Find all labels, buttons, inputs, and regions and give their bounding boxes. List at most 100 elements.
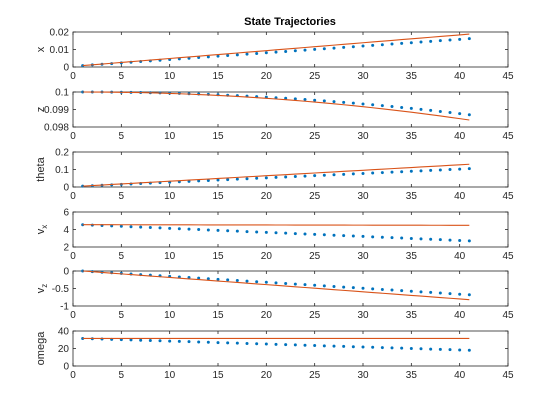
axes-box	[72, 91, 509, 128]
x-tick-label: 40	[454, 71, 466, 82]
x-tick-label: 40	[454, 310, 466, 321]
data-point	[139, 338, 143, 342]
x-tick-label: 40	[454, 370, 466, 381]
data-point	[458, 292, 462, 296]
data-point	[448, 238, 452, 242]
data-point	[264, 342, 268, 346]
y-tick-label: 0	[63, 267, 69, 278]
data-point	[226, 229, 230, 233]
data-point	[284, 231, 288, 235]
data-point	[342, 100, 346, 104]
x-tick-label: 15	[212, 191, 224, 202]
data-point	[448, 111, 452, 115]
data-point	[351, 286, 355, 290]
data-point	[284, 96, 288, 100]
data-point	[438, 291, 442, 295]
data-point	[400, 105, 404, 109]
x-tick-label: 40	[454, 191, 466, 202]
series-line	[82, 270, 470, 301]
data-point	[419, 290, 423, 294]
data-point	[419, 237, 423, 241]
data-point	[438, 238, 442, 242]
data-point	[235, 341, 239, 345]
data-point	[361, 44, 365, 48]
data-point	[313, 232, 317, 236]
x-tick-label: 5	[119, 191, 125, 202]
data-point	[206, 277, 210, 281]
x-tick-label: 25	[309, 310, 321, 321]
data-point	[235, 53, 239, 57]
data-point	[400, 41, 404, 45]
data-point	[235, 177, 239, 181]
x-tick-label: 25	[309, 191, 321, 202]
axes-box	[72, 31, 509, 68]
x-tick-label: 30	[357, 310, 369, 321]
data-point	[400, 289, 404, 293]
data-point	[390, 105, 394, 109]
data-point	[467, 113, 471, 117]
data-point	[390, 288, 394, 292]
series-line	[82, 224, 470, 226]
data-point	[371, 103, 375, 107]
x-tick-label: 35	[406, 251, 418, 262]
data-point	[322, 47, 326, 51]
data-point	[274, 342, 278, 346]
data-point	[371, 287, 375, 291]
data-point	[467, 167, 471, 171]
data-point	[400, 170, 404, 174]
data-point	[371, 345, 375, 349]
y-tick-label: 4	[63, 225, 69, 236]
series-line	[82, 163, 470, 187]
subplot-6: 0 5 10 15 20 25 30 35 40 45 0 20 40 omega	[35, 327, 514, 382]
data-point	[274, 50, 278, 54]
data-point	[448, 292, 452, 296]
data-point	[245, 279, 249, 283]
data-point	[264, 230, 268, 234]
data-point	[81, 90, 85, 94]
data-point	[342, 234, 346, 238]
data-point	[429, 39, 433, 43]
data-point	[332, 344, 336, 348]
x-tick-label: 45	[502, 251, 514, 262]
x-tick-label: 10	[164, 370, 176, 381]
data-point	[226, 341, 230, 345]
data-point	[351, 234, 355, 238]
data-point	[226, 53, 230, 57]
data-point	[284, 281, 288, 285]
data-point	[380, 43, 384, 47]
data-point	[371, 43, 375, 47]
y-axis-label: omega	[35, 331, 47, 366]
data-point	[313, 98, 317, 102]
axes-box	[72, 151, 509, 188]
axes-box	[72, 330, 509, 367]
data-point	[351, 45, 355, 49]
data-point	[303, 232, 307, 236]
data-point	[400, 346, 404, 350]
x-tick-label: 5	[119, 71, 125, 82]
y-tick-label: -0.5	[52, 284, 70, 295]
data-point	[361, 171, 365, 175]
data-point	[429, 347, 433, 351]
data-point	[303, 283, 307, 287]
y-axis-label: x	[35, 46, 47, 52]
data-point	[361, 286, 365, 290]
data-point	[293, 343, 297, 347]
x-tick-label: 25	[309, 251, 321, 262]
data-point	[419, 40, 423, 44]
data-point	[458, 238, 462, 242]
x-tick-label: 40	[454, 251, 466, 262]
x-tick-label: 15	[212, 310, 224, 321]
data-point	[216, 178, 220, 182]
data-point	[342, 172, 346, 176]
data-point	[419, 107, 423, 111]
data-point	[351, 101, 355, 105]
x-tick-label: 0	[70, 370, 76, 381]
data-point	[187, 340, 191, 344]
x-tick-label: 45	[502, 370, 514, 381]
data-point	[177, 227, 181, 231]
data-point	[81, 64, 85, 68]
y-tick-label: 0	[63, 183, 69, 194]
data-point	[390, 170, 394, 174]
data-point	[264, 51, 268, 55]
data-point	[293, 175, 297, 178]
